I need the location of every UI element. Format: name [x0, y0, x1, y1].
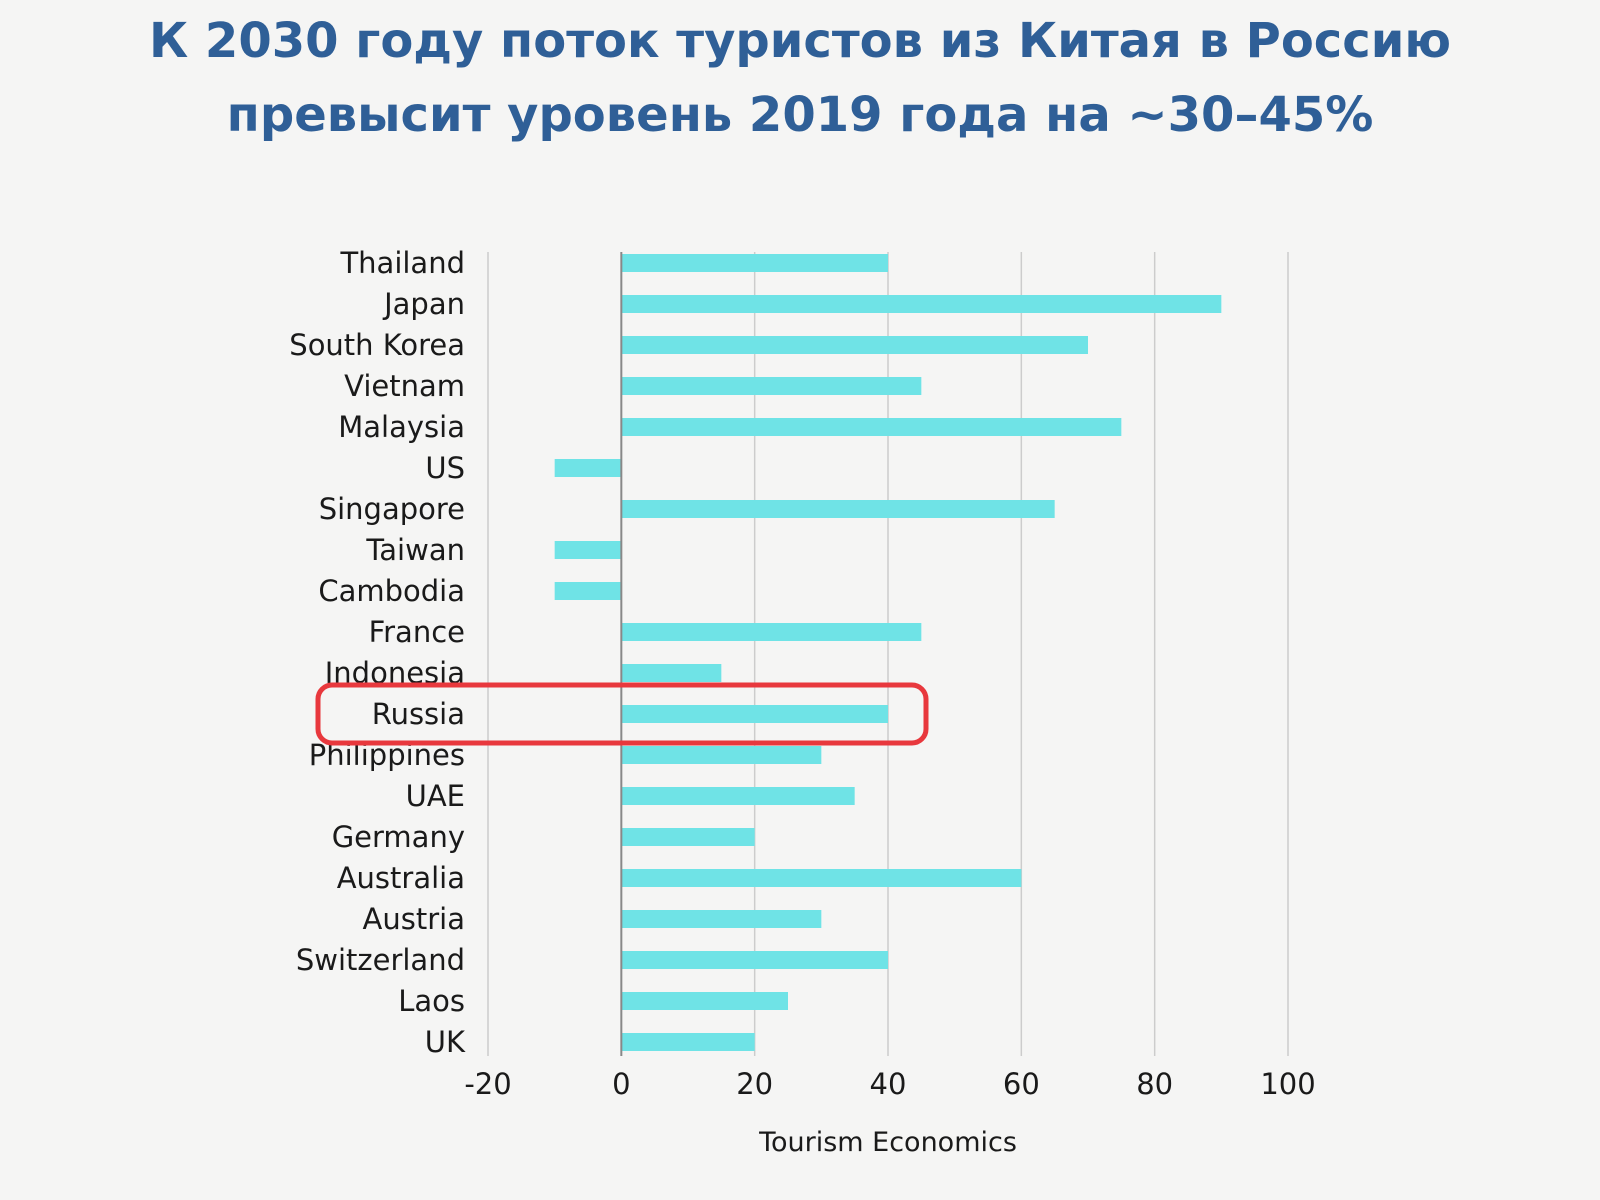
bar-south-korea — [621, 336, 1088, 354]
bar-uk — [621, 1033, 755, 1051]
bar-laos — [621, 992, 788, 1010]
highlight-rectangle — [315, 682, 929, 746]
chart-title: К 2030 году поток туристов из Китая в Ро… — [0, 4, 1600, 152]
category-label-us: US — [425, 451, 465, 485]
category-label-japan: Japan — [382, 287, 465, 321]
bar-russia — [621, 705, 888, 723]
gridlines — [487, 252, 1289, 1056]
bar-thailand — [621, 254, 888, 272]
bar-malaysia — [621, 418, 1122, 436]
x-tick-100: 100 — [1260, 1067, 1315, 1101]
x-tick-0: 0 — [612, 1067, 630, 1101]
bar-cambodia — [554, 582, 622, 600]
bar-philippines — [621, 746, 822, 764]
bar-taiwan — [554, 541, 622, 559]
bar-austria — [621, 910, 822, 928]
bar-uae — [621, 787, 855, 805]
category-label-austria: Austria — [363, 902, 465, 936]
highlight-box — [315, 682, 929, 746]
category-labels: Thailand Japan South Korea Vietnam Malaysia U… — [289, 246, 466, 1059]
category-label-vietnam: Vietnam — [344, 369, 465, 403]
category-label-australia: Australia — [337, 861, 465, 895]
category-label-uk: UK — [425, 1025, 466, 1059]
x-tick-20: 20 — [736, 1067, 773, 1101]
category-label-laos: Laos — [398, 984, 465, 1018]
x-tick--20: -20 — [464, 1067, 511, 1101]
category-label-singapore: Singapore — [319, 492, 465, 526]
chart-title-line-1: К 2030 году поток туристов из Китая в Ро… — [148, 13, 1452, 69]
category-label-switzerland: Switzerland — [296, 943, 465, 977]
x-tick-labels: -20 0 20 40 60 80 100 — [464, 1067, 1315, 1101]
chart-title-line-2: превысит уровень 2019 года на ~30–45% — [226, 87, 1374, 143]
category-label-france: France — [369, 615, 465, 649]
x-tick-80: 80 — [1136, 1067, 1173, 1101]
bar-vietnam — [621, 377, 922, 395]
category-label-south-korea: South Korea — [289, 328, 465, 362]
category-label-malaysia: Malaysia — [338, 410, 465, 444]
bar-indonesia — [621, 664, 722, 682]
x-tick-60: 60 — [1003, 1067, 1040, 1101]
category-label-russia: Russia — [372, 697, 465, 731]
bar-france — [621, 623, 922, 641]
bar-germany — [621, 828, 755, 846]
x-tick-40: 40 — [870, 1067, 907, 1101]
category-label-thailand: Thailand — [339, 246, 465, 280]
category-label-uae: UAE — [406, 779, 465, 813]
category-label-taiwan: Taiwan — [365, 533, 465, 567]
bar-singapore — [621, 500, 1055, 518]
bars — [554, 254, 1222, 1051]
bar-switzerland — [621, 951, 888, 969]
bar-japan — [621, 295, 1222, 313]
category-label-germany: Germany — [332, 820, 465, 854]
bar-australia — [621, 869, 1022, 887]
x-axis-label: Tourism Economics — [758, 1127, 1017, 1158]
bar-us — [554, 459, 622, 477]
category-label-cambodia: Cambodia — [318, 574, 465, 608]
